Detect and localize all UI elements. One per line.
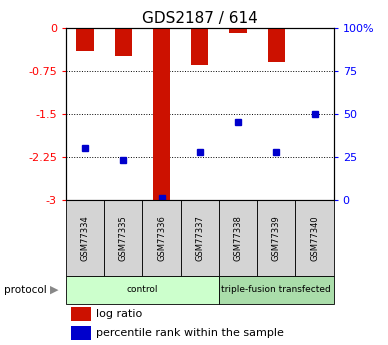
Text: GSM77340: GSM77340	[310, 215, 319, 261]
Bar	[229, 28, 247, 33]
Text: ▶: ▶	[50, 285, 59, 295]
Bar	[66, 200, 104, 276]
Bar	[257, 200, 295, 276]
Text: GSM77334: GSM77334	[81, 215, 90, 261]
Bar	[219, 200, 257, 276]
Bar	[306, 28, 323, 29]
Bar	[71, 307, 90, 321]
Text: GSM77338: GSM77338	[234, 215, 242, 261]
Bar	[295, 200, 334, 276]
Bar	[66, 276, 219, 304]
Bar	[191, 28, 208, 65]
Bar	[104, 200, 142, 276]
Bar	[71, 326, 90, 339]
Text: GSM77335: GSM77335	[119, 215, 128, 261]
Text: control: control	[127, 285, 158, 294]
Bar	[115, 28, 132, 56]
Text: GSM77337: GSM77337	[195, 215, 204, 261]
Title: GDS2187 / 614: GDS2187 / 614	[142, 11, 258, 27]
Text: triple-fusion transfected: triple-fusion transfected	[222, 285, 331, 294]
Bar	[181, 200, 219, 276]
Bar	[76, 28, 94, 51]
Text: GSM77336: GSM77336	[157, 215, 166, 261]
Text: percentile rank within the sample: percentile rank within the sample	[96, 328, 284, 338]
Text: log ratio: log ratio	[96, 309, 142, 319]
Bar	[268, 28, 285, 62]
Text: protocol: protocol	[4, 285, 47, 295]
Bar	[142, 200, 181, 276]
Bar	[219, 276, 334, 304]
Bar	[153, 28, 170, 200]
Text: GSM77339: GSM77339	[272, 215, 281, 261]
